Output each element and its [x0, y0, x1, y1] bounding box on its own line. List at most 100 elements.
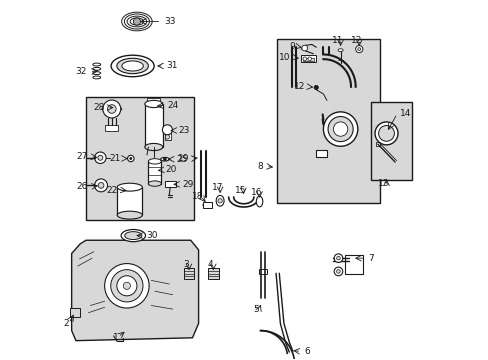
Text: 25: 25 — [176, 155, 187, 164]
Text: 6: 6 — [304, 347, 309, 356]
Circle shape — [374, 122, 397, 145]
Circle shape — [327, 117, 352, 141]
Text: 12: 12 — [350, 36, 361, 45]
Text: 20: 20 — [165, 166, 177, 175]
Circle shape — [107, 105, 116, 113]
Ellipse shape — [127, 16, 146, 27]
Circle shape — [165, 135, 169, 139]
Text: 21: 21 — [109, 154, 120, 163]
Text: 33: 33 — [164, 17, 175, 26]
Ellipse shape — [117, 58, 148, 74]
Text: 23: 23 — [178, 126, 189, 135]
Circle shape — [133, 18, 140, 25]
Text: 9: 9 — [288, 42, 294, 51]
Text: 14: 14 — [399, 109, 411, 118]
Bar — [164, 181, 176, 187]
Ellipse shape — [148, 159, 161, 164]
Circle shape — [162, 125, 172, 135]
Circle shape — [301, 45, 307, 51]
Bar — [86, 97, 193, 220]
Ellipse shape — [203, 203, 212, 208]
Bar — [344, 255, 362, 274]
Circle shape — [110, 270, 142, 302]
Text: 22: 22 — [106, 185, 118, 194]
Text: 26: 26 — [77, 182, 88, 191]
Ellipse shape — [337, 49, 343, 51]
Circle shape — [163, 158, 166, 161]
Bar — [203, 202, 212, 208]
Ellipse shape — [117, 211, 142, 219]
Text: 1: 1 — [112, 333, 118, 342]
Bar — [207, 268, 218, 279]
Ellipse shape — [144, 143, 163, 150]
Bar — [316, 149, 326, 157]
Text: 15: 15 — [234, 185, 246, 194]
Text: 13: 13 — [377, 179, 388, 188]
Circle shape — [333, 267, 342, 276]
Circle shape — [313, 85, 318, 90]
Ellipse shape — [93, 76, 101, 79]
Bar — [277, 40, 379, 203]
Circle shape — [307, 57, 311, 60]
Ellipse shape — [124, 14, 149, 29]
Ellipse shape — [122, 61, 143, 71]
Bar — [301, 55, 316, 62]
Text: 27: 27 — [76, 152, 87, 161]
Circle shape — [355, 45, 362, 53]
Bar — [258, 269, 266, 274]
Bar — [302, 58, 314, 61]
Text: 10: 10 — [278, 53, 289, 62]
Ellipse shape — [93, 72, 101, 75]
Text: 30: 30 — [146, 231, 158, 240]
Bar — [117, 187, 142, 215]
Circle shape — [98, 183, 104, 188]
Ellipse shape — [160, 157, 169, 161]
Text: 11: 11 — [331, 36, 343, 45]
Text: 4: 4 — [207, 260, 213, 269]
Ellipse shape — [144, 100, 163, 108]
Circle shape — [102, 100, 121, 118]
Circle shape — [336, 256, 340, 260]
Circle shape — [129, 157, 132, 159]
Circle shape — [378, 126, 394, 141]
Text: 19: 19 — [178, 154, 189, 163]
Text: 18: 18 — [192, 192, 203, 201]
Ellipse shape — [256, 196, 262, 207]
Ellipse shape — [216, 195, 224, 206]
Circle shape — [98, 155, 102, 160]
Bar — [70, 309, 80, 317]
Text: 5: 5 — [253, 305, 258, 314]
Ellipse shape — [93, 67, 101, 70]
Circle shape — [323, 112, 357, 146]
Polygon shape — [72, 240, 198, 341]
Circle shape — [127, 155, 134, 162]
Circle shape — [357, 48, 360, 50]
Circle shape — [333, 254, 342, 262]
Text: 17: 17 — [211, 183, 223, 192]
Ellipse shape — [117, 183, 142, 191]
Text: 29: 29 — [182, 180, 193, 189]
Circle shape — [333, 122, 347, 136]
Text: 3: 3 — [183, 260, 188, 269]
Text: 2: 2 — [63, 319, 69, 328]
Circle shape — [104, 264, 149, 308]
Text: 12: 12 — [293, 82, 305, 91]
Bar — [147, 98, 160, 104]
Circle shape — [94, 152, 106, 163]
Text: 28: 28 — [93, 103, 104, 112]
Text: 8: 8 — [257, 162, 263, 171]
Ellipse shape — [148, 181, 161, 186]
Ellipse shape — [111, 55, 154, 77]
Text: 16: 16 — [250, 188, 262, 197]
Bar — [144, 104, 163, 147]
Bar — [105, 126, 118, 131]
Circle shape — [336, 270, 340, 273]
Circle shape — [117, 276, 137, 296]
Circle shape — [303, 57, 306, 60]
Ellipse shape — [93, 63, 101, 66]
Circle shape — [123, 282, 130, 289]
Text: 7: 7 — [368, 254, 373, 263]
Bar — [183, 268, 194, 279]
Ellipse shape — [124, 231, 142, 239]
Ellipse shape — [122, 12, 152, 31]
